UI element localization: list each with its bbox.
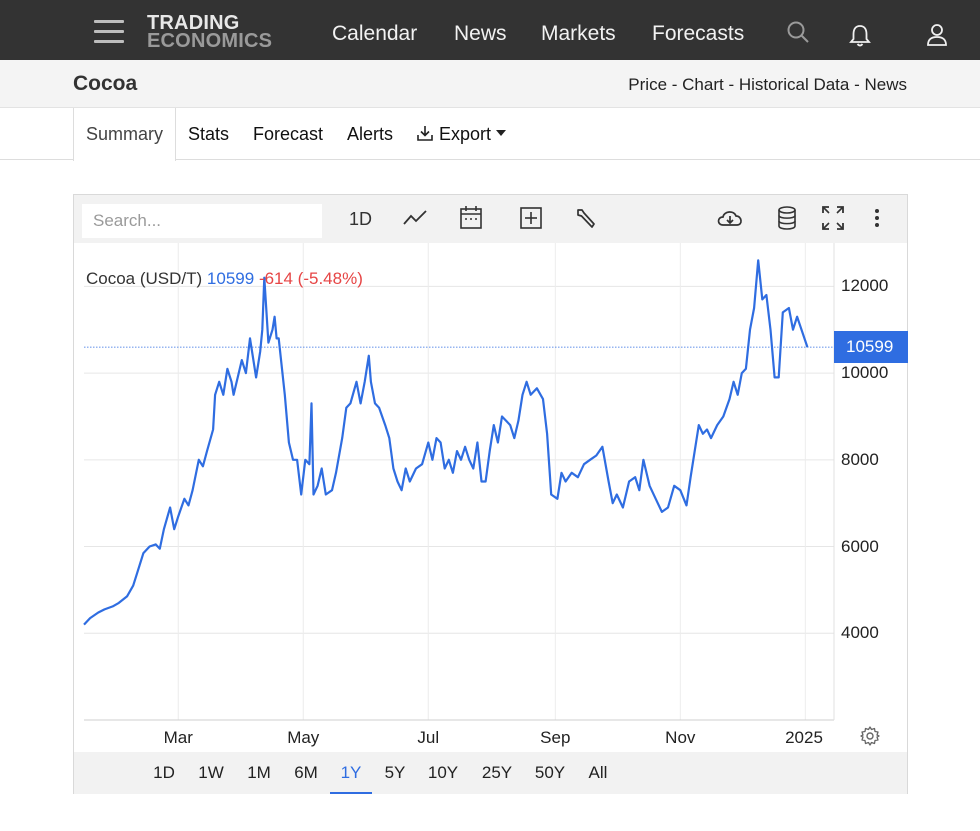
logo-line1: TRADING <box>147 12 240 34</box>
x-tick-label: 2025 <box>785 728 823 747</box>
tab-alerts[interactable]: Alerts <box>347 124 394 144</box>
chart-container: 1D Cocoa (USD/T) 10599 -614 (-5.48%) <box>73 194 908 794</box>
y-tick-label: 6000 <box>841 536 879 556</box>
separator: - <box>723 75 739 94</box>
separator: - <box>849 75 865 94</box>
range-1w[interactable]: 1W <box>198 763 224 782</box>
page-header: Cocoa Price - Chart - Historical Data - … <box>0 60 980 108</box>
user-icon[interactable] <box>926 23 948 52</box>
chart-link[interactable]: Chart <box>682 75 724 94</box>
gear-icon[interactable] <box>860 726 880 751</box>
price-series-line <box>83 259 809 626</box>
symbol-search-input[interactable] <box>82 204 322 238</box>
range-all[interactable]: All <box>588 763 608 782</box>
menu-icon[interactable] <box>94 20 124 44</box>
page-title: Cocoa <box>73 72 138 95</box>
range-50y[interactable]: 50Y <box>534 763 566 782</box>
nav-markets-link[interactable]: Markets <box>541 22 616 45</box>
cloud-download-icon[interactable] <box>715 205 745 233</box>
tab-export[interactable]: Export <box>416 108 507 160</box>
nav-forecasts-link[interactable]: Forecasts <box>652 22 745 45</box>
add-indicator-icon[interactable] <box>519 205 543 233</box>
download-icon <box>417 126 433 141</box>
price-change: -614 (-5.48%) <box>258 269 363 288</box>
separator: - <box>667 75 683 94</box>
chart-legend: Cocoa (USD/T) 10599 -614 (-5.48%) <box>86 269 363 289</box>
y-tick-label: 10000 <box>841 363 889 383</box>
range-5y[interactable]: 5Y <box>384 763 406 782</box>
range-25y[interactable]: 25Y <box>481 763 513 782</box>
bell-icon[interactable] <box>849 24 871 53</box>
series-name: Cocoa (USD/T) <box>86 269 203 288</box>
caret-down-icon <box>496 130 507 136</box>
nav-news-link[interactable]: News <box>454 22 507 45</box>
range-1d[interactable]: 1D <box>153 763 175 782</box>
news-link[interactable]: News <box>864 75 907 94</box>
header-links: Price - Chart - Historical Data - News <box>628 75 907 95</box>
tab-stats[interactable]: Stats <box>188 124 230 144</box>
more-options-icon[interactable] <box>872 205 882 233</box>
line-chart-icon[interactable] <box>402 205 428 233</box>
tab-bar: Summary Stats Forecast Alerts Export <box>0 108 980 161</box>
y-tick-label: 12000 <box>841 276 889 296</box>
range-1m[interactable]: 1M <box>247 763 271 782</box>
x-tick-label: Jul <box>417 728 440 747</box>
range-10y[interactable]: 10Y <box>427 763 459 782</box>
search-icon[interactable] <box>786 20 810 49</box>
export-label: Export <box>439 124 492 144</box>
chart-toolbar: 1D <box>74 195 907 243</box>
calendar-icon[interactable] <box>459 205 483 233</box>
y-tick-label: 8000 <box>841 449 879 469</box>
x-tick-label: Sep <box>540 728 571 747</box>
current-price-badge: 10599 <box>834 331 908 364</box>
range-1y[interactable]: 1Y <box>330 752 372 794</box>
nav-calendar-link[interactable]: Calendar <box>332 22 418 45</box>
wrench-icon[interactable] <box>574 205 598 233</box>
tab-forecast[interactable]: Forecast <box>253 124 324 144</box>
database-icon[interactable] <box>776 205 798 233</box>
price-chart[interactable] <box>74 243 907 753</box>
logo-line2: ECONOMICS <box>147 30 273 52</box>
range-selector: 1D 1W 1M 6M 1Y 5Y 10Y 25Y 50Y All <box>74 752 907 794</box>
current-value: 10599 <box>206 269 255 288</box>
trading-economics-logo[interactable]: TRADING ECONOMICS <box>147 12 273 52</box>
range-6m[interactable]: 6M <box>294 763 318 782</box>
fullscreen-icon[interactable] <box>821 205 845 233</box>
x-tick-label: Nov <box>665 728 696 747</box>
interval-button[interactable]: 1D <box>349 209 373 229</box>
price-link[interactable]: Price <box>628 75 668 94</box>
tab-summary[interactable]: Summary <box>73 108 176 161</box>
x-tick-label: May <box>287 728 320 747</box>
x-tick-label: Mar <box>163 728 193 747</box>
historical-data-link[interactable]: Historical Data <box>738 75 850 94</box>
y-tick-label: 4000 <box>841 623 879 643</box>
top-navbar: TRADING ECONOMICS Calendar News Markets … <box>0 0 980 60</box>
